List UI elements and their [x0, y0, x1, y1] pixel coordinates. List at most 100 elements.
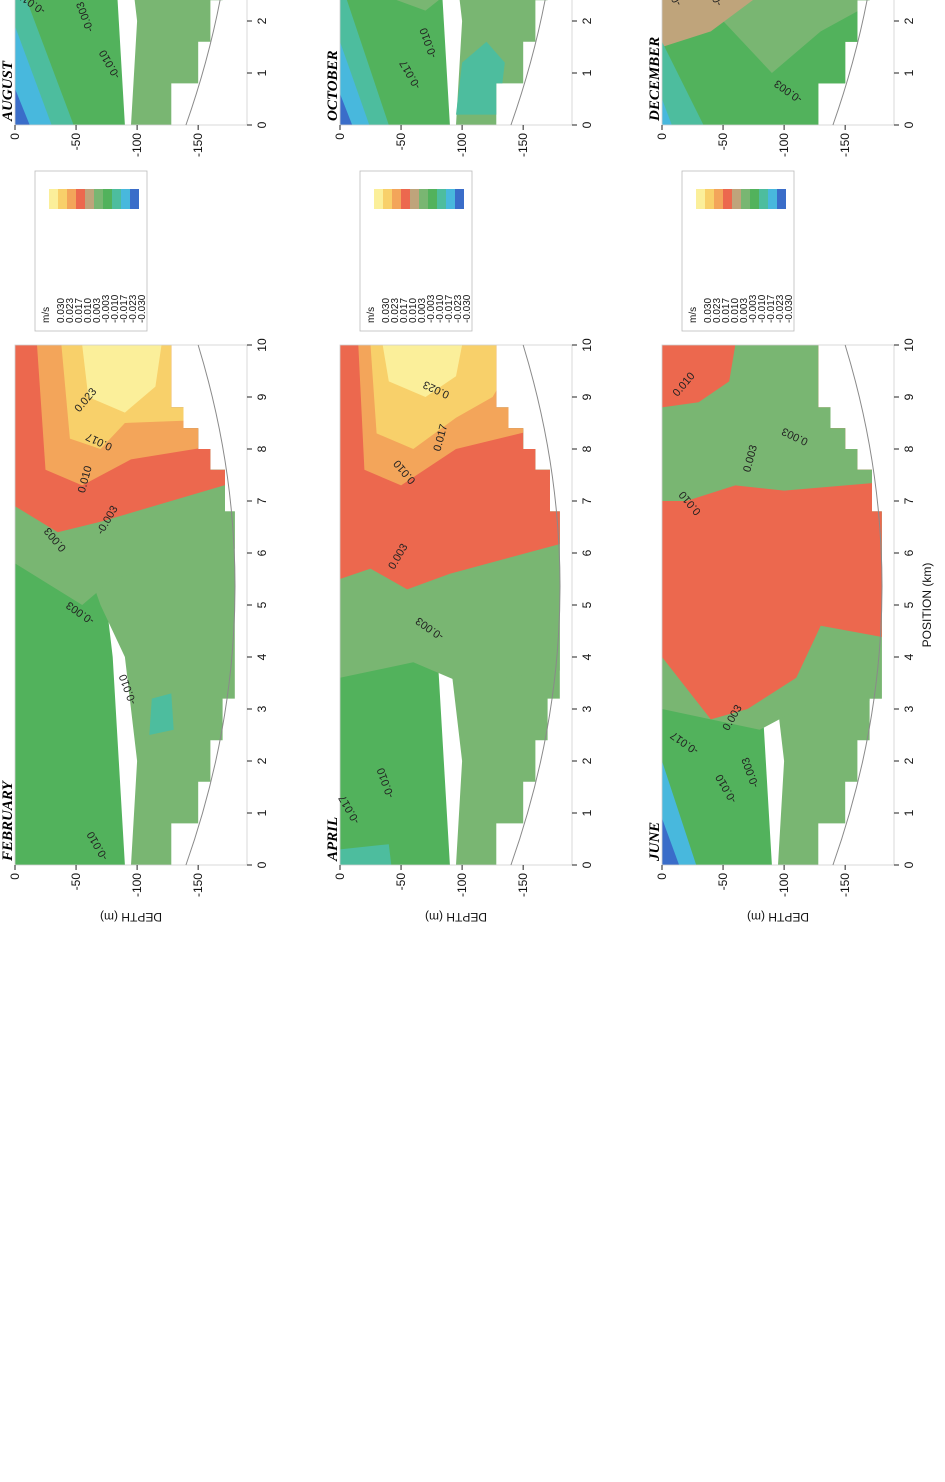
legend-swatch	[696, 189, 705, 209]
x-tick-label: 2	[255, 757, 269, 764]
panel-field	[15, 345, 235, 865]
x-tick-label: 1	[580, 69, 594, 76]
y-tick-label: -100	[777, 873, 791, 897]
legend-level: 0.023	[65, 298, 76, 323]
legend-swatch	[759, 189, 768, 209]
legend-swatch	[705, 189, 714, 209]
x-tick-label: 0	[580, 861, 594, 868]
legend-level: 0.003	[739, 298, 750, 323]
legend-level: -0.023	[775, 294, 786, 323]
legend-swatch	[85, 189, 94, 209]
y-tick-label: -50	[716, 133, 730, 151]
legend-swatch	[777, 189, 786, 209]
y-tick-label: -150	[191, 873, 205, 897]
x-tick-label: 8	[580, 445, 594, 452]
legend-level: -0.010	[110, 294, 121, 323]
panel-title-april: APRIL	[325, 817, 341, 862]
legend-level: 0.030	[56, 298, 67, 323]
legend-level: -0.010	[757, 294, 768, 323]
legend-swatch	[732, 189, 741, 209]
panel-frame	[339, 0, 573, 126]
x-tick-label: 4	[902, 653, 916, 660]
legend-level: 0.023	[712, 298, 723, 323]
y-tick-label: -150	[516, 133, 530, 157]
x-tick-label: 1	[580, 809, 594, 816]
legend-swatch	[130, 189, 139, 209]
x-tick-label: 3	[580, 705, 594, 712]
x-tick-label: 0	[580, 121, 594, 128]
x-tick-label: 3	[255, 705, 269, 712]
legend-level: 0.010	[83, 298, 94, 323]
legend-swatch	[723, 189, 732, 209]
field-band-5	[82, 345, 162, 413]
legend-level: 0.017	[74, 298, 85, 323]
y-tick-label: -50	[716, 873, 730, 891]
legend-level: 0.010	[730, 298, 741, 323]
y-tick-label: -100	[455, 133, 469, 157]
x-tick-label: 1	[255, 809, 269, 816]
y-tick-label: -150	[516, 873, 530, 897]
field-band-6	[149, 693, 174, 735]
legend-swatch	[401, 189, 410, 209]
x-tick-label: 8	[255, 445, 269, 452]
panel-december: -0.017-0.003-0.003-0.0100.0030.0030.0030…	[647, 0, 916, 157]
panel-title-october: OCTOBER	[325, 50, 341, 121]
legend-level: 0.030	[381, 298, 392, 323]
field-band-5	[662, 761, 697, 865]
legend-swatch	[750, 189, 759, 209]
legend-swatch	[768, 189, 777, 209]
panel-title-june: JUNE	[647, 822, 663, 862]
legend-swatch	[103, 189, 112, 209]
legend-level: -0.023	[128, 294, 139, 323]
legend-swatch	[49, 189, 58, 209]
panel-field	[662, 345, 882, 865]
legend-level: -0.023	[453, 294, 464, 323]
legend-swatch	[446, 189, 455, 209]
y-tick-label: 0	[8, 133, 22, 140]
legend-level: -0.017	[119, 294, 130, 323]
y-tick-label: -50	[69, 873, 83, 891]
y-axis-label: DEPTH (m)	[100, 910, 162, 924]
legend-level: 0.023	[390, 298, 401, 323]
contour-label: -0.003	[703, 0, 725, 8]
legend-level: -0.030	[137, 294, 148, 323]
legend-swatch	[392, 189, 401, 209]
field-band-5	[382, 345, 463, 397]
legend-june: m/s 0.0300.0230.0170.0100.003-0.003-0.010…	[681, 170, 795, 332]
x-tick-label: 2	[580, 757, 594, 764]
legend-level: -0.017	[766, 294, 777, 323]
y-tick-label: -50	[394, 133, 408, 151]
contour-label: -0.017	[659, 0, 685, 8]
bathymetry-curve	[510, 0, 561, 126]
legend-level: 0.010	[408, 298, 419, 323]
field-band-7	[340, 93, 353, 125]
x-tick-label: 10	[580, 338, 594, 352]
field-band-7	[662, 41, 704, 125]
legend-level: -0.003	[101, 294, 112, 323]
field-band-6	[340, 41, 370, 125]
x-axis-label: POSITION (km)	[920, 563, 934, 648]
legend-swatch	[121, 189, 130, 209]
legend-swatch	[58, 189, 67, 209]
bathymetry-curve	[832, 344, 883, 866]
legend-swatch	[419, 189, 428, 209]
y-tick-label: 0	[333, 133, 347, 140]
x-tick-label: 1	[255, 69, 269, 76]
bathymetry-curve	[832, 0, 883, 126]
legend-level: -0.030	[462, 294, 473, 323]
legend-unit: m/s	[366, 307, 377, 323]
y-axis-label: DEPTH (m)	[747, 910, 809, 924]
legend-swatch	[94, 189, 103, 209]
field-band-4	[662, 345, 736, 408]
legend-level: -0.003	[748, 294, 759, 323]
legend-swatch	[741, 189, 750, 209]
figure-rotated: -0.010 -0.010 -0.003 -0.003 0.003 0.010 0.017 0…	[0, 0, 934, 924]
y-tick-label: -150	[838, 873, 852, 897]
panel-october: -0.017-0.010-0.017-0.0030.0030.0100.0030…	[325, 0, 594, 157]
x-tick-label: 9	[902, 393, 916, 400]
legend-unit: m/s	[41, 307, 52, 323]
panel-field	[662, 0, 882, 125]
legend-level: 0.003	[417, 298, 428, 323]
y-tick-label: -100	[130, 873, 144, 897]
